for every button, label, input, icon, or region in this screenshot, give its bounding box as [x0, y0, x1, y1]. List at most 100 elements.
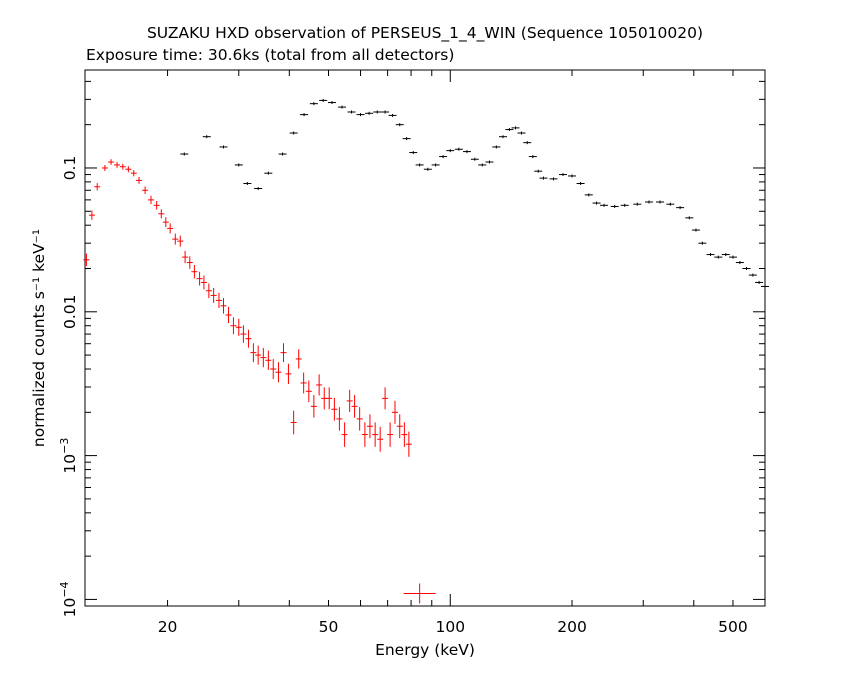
x-tick-label: 500 — [718, 618, 748, 636]
y-tick-label: 10−3 — [58, 438, 79, 474]
data-point — [250, 343, 257, 363]
data-point — [278, 152, 287, 156]
data-point — [230, 317, 237, 335]
data-point — [94, 183, 101, 191]
data-point — [395, 123, 404, 127]
data-point — [655, 200, 664, 204]
data-point — [511, 126, 520, 130]
data-point — [373, 110, 382, 114]
data-point — [676, 206, 685, 210]
data-point — [347, 110, 356, 114]
data-point — [492, 145, 501, 149]
data-point — [200, 275, 207, 290]
data-point — [108, 159, 115, 165]
data-point — [341, 422, 348, 447]
data-point — [721, 253, 730, 257]
data-point — [172, 233, 179, 245]
series-group — [180, 98, 769, 288]
data-point — [136, 176, 143, 184]
data-point — [446, 149, 455, 153]
data-point — [382, 387, 389, 410]
x-axis-label: Energy (keV) — [375, 641, 475, 659]
data-point — [387, 422, 394, 447]
data-point — [439, 155, 448, 159]
data-point — [388, 113, 397, 117]
data-point — [101, 164, 108, 171]
data-point — [142, 186, 149, 195]
data-point — [403, 583, 436, 604]
data-point — [255, 345, 262, 365]
x-tick-label: 20 — [158, 618, 178, 636]
data-point — [234, 163, 243, 167]
data-point — [235, 318, 242, 336]
data-point — [290, 410, 297, 435]
y-axis-label: normalized counts s⁻¹ keV⁻¹ — [30, 229, 48, 447]
data-point — [305, 380, 312, 403]
data-point — [202, 135, 211, 139]
data-point — [147, 195, 154, 204]
data-point — [366, 414, 373, 439]
data-point — [391, 400, 398, 424]
data-point — [698, 241, 707, 245]
data-point — [517, 131, 526, 135]
data-point — [381, 110, 390, 114]
data-point — [119, 163, 126, 170]
data-point — [356, 407, 363, 431]
data-point — [186, 256, 193, 269]
data-point — [691, 228, 700, 232]
data-point — [215, 292, 222, 309]
data-series — [83, 98, 769, 604]
data-point — [409, 151, 418, 155]
data-point — [162, 217, 169, 228]
x-tick-label: 50 — [319, 618, 339, 636]
data-point — [478, 163, 487, 167]
data-point — [755, 280, 764, 284]
data-point — [402, 137, 411, 141]
data-point — [180, 152, 189, 156]
data-point — [559, 173, 568, 177]
plot-frame — [84, 69, 766, 607]
x-tick-label: 100 — [435, 618, 465, 636]
data-point — [584, 193, 593, 197]
x-tick-label: 200 — [557, 618, 587, 636]
x-tick-labels: 20 50 100 200 500 — [158, 618, 748, 636]
data-point — [431, 163, 440, 167]
data-point — [270, 359, 277, 380]
data-point — [365, 111, 374, 115]
data-point — [275, 362, 282, 383]
data-point — [728, 255, 737, 259]
data-point — [158, 209, 165, 219]
data-point — [300, 113, 309, 117]
data-point — [219, 145, 228, 149]
data-point — [549, 177, 558, 181]
data-point — [454, 147, 463, 151]
data-point — [280, 343, 287, 363]
series-group — [83, 159, 436, 604]
axis-ticks — [85, 70, 766, 607]
data-point — [191, 265, 198, 279]
data-point — [620, 203, 629, 207]
data-point — [114, 162, 121, 168]
data-point — [485, 160, 494, 164]
data-point — [331, 397, 338, 421]
data-point — [742, 266, 751, 270]
data-point — [470, 157, 479, 161]
data-point — [633, 202, 642, 206]
data-point — [182, 251, 189, 264]
data-point — [196, 271, 203, 286]
data-point — [285, 363, 292, 385]
data-point — [610, 204, 619, 208]
data-point — [295, 349, 302, 369]
data-point — [210, 287, 217, 303]
data-point — [685, 216, 694, 220]
data-point — [576, 181, 585, 185]
y-tick-label: 0.01 — [61, 295, 79, 330]
data-point — [130, 169, 137, 177]
data-point — [316, 374, 323, 396]
data-point — [351, 395, 358, 418]
data-point — [125, 166, 132, 173]
chart-title: SUZAKU HXD observation of PERSEUS_1_4_WI… — [147, 24, 703, 43]
data-point — [600, 203, 609, 207]
